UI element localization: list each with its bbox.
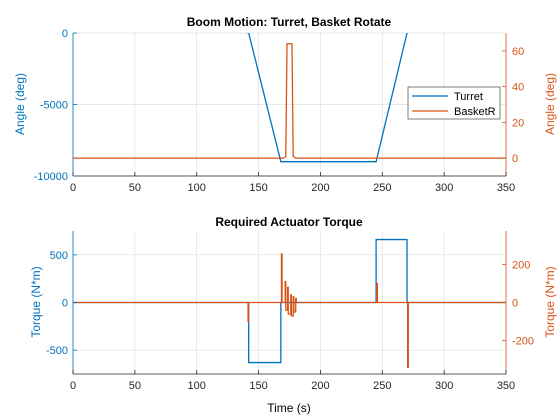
chart-top-ylabel: Angle (deg) [13,73,27,135]
legend-box [407,86,501,120]
x-tick-label: 50 [129,182,141,194]
y-tick-label-left: 0 [62,298,68,310]
y-tick-label-left: 500 [50,250,68,262]
chart-top-ylabel-right: Angle (deg) [543,73,557,135]
x-tick-label: 200 [311,380,329,392]
x-tick-label: 100 [188,380,206,392]
chart-bottom-xlabel: Time (s) [267,401,311,415]
legend-label-turret: Turret [454,91,483,103]
y-tick-label-right: 40 [512,82,524,94]
y-tick-label-right: 0 [512,153,518,165]
x-tick-label: 300 [435,182,453,194]
legend-label-basketr: BasketR [454,106,496,118]
y-tick-label-left: -10000 [34,171,68,183]
x-tick-label: 350 [497,182,515,194]
x-tick-label: 350 [497,380,515,392]
y-tick-label-right: -200 [512,336,534,348]
y-tick-label-right: 200 [512,259,530,271]
chart-bottom-axes: 0 50 100 150 200 250 300 350 -500 0 500 -200 0 200 [46,231,534,392]
y-tick-label-left: 0 [62,28,68,40]
x-tick-label: 50 [129,380,141,392]
y-tick-label-right: 60 [512,46,524,58]
chart-bottom-series [73,238,506,368]
y-tick-label-left: -500 [46,345,68,357]
x-tick-label: 200 [311,182,329,194]
y-tick-label-left: -5000 [40,100,68,112]
y-tick-label-right: 20 [512,117,524,129]
chart-bottom: Required Actuator Torque 0 50 100 150 200 250… [29,215,557,415]
chart-bottom-title: Required Actuator Torque [215,215,363,229]
x-tick-label: 300 [435,380,453,392]
chart-top-axes: 0 50 100 150 200 250 300 350 -10000 -5000 0 0 20 40 60 [34,28,525,194]
series-clip-group [73,238,506,368]
chart-bottom-ylabel: Torque (N*m) [29,266,43,337]
x-tick-label: 150 [249,380,267,392]
x-tick-label: 150 [249,182,267,194]
x-tick-label: 0 [70,182,76,194]
chart-top-series [73,33,506,163]
series-line-basketr [73,253,506,368]
series-line-turret [245,33,409,163]
x-tick-label: 100 [188,182,206,194]
x-tick-label: 0 [70,380,76,392]
series-clip-group [73,33,506,163]
x-tick-label: 250 [373,182,391,194]
y-tick-label-right: 0 [512,298,518,310]
chart-top-title: Boom Motion: Turret, Basket Rotate [187,15,392,29]
legend: Turret BasketR [407,86,501,120]
chart-bottom-ylabel-right: Torque (N*m) [543,266,557,337]
chart-top: Boom Motion: Turret, Basket Rotate 0 50 10… [13,15,557,194]
x-tick-label: 250 [373,380,391,392]
series-line-basketr [73,43,506,159]
